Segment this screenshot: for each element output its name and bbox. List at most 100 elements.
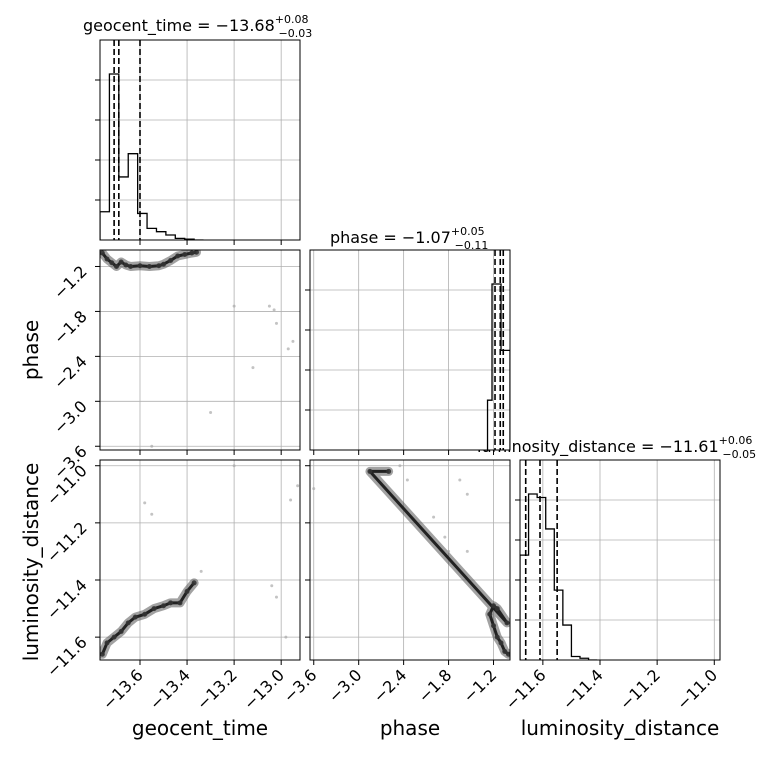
scatter-point	[118, 628, 124, 634]
x-tick-label: −1.8	[414, 665, 455, 706]
scatter-point	[487, 611, 493, 617]
scatter-point	[386, 468, 392, 474]
scatter-point	[184, 588, 190, 594]
y-tick-label: −1.8	[50, 307, 91, 348]
histogram-phase	[305, 249, 511, 455]
scatter-point	[123, 262, 129, 268]
x-tick-label: −13.4	[146, 665, 194, 713]
scatter-point	[161, 261, 167, 267]
x-tick-label: −13.0	[240, 665, 288, 713]
histogram-step	[520, 493, 598, 660]
scatter-point	[284, 635, 288, 639]
histogram-step	[100, 73, 204, 240]
scatter-point	[168, 257, 174, 263]
y-tick-label: −1.2	[50, 262, 91, 303]
scatter-point	[104, 256, 110, 262]
scatter-point	[128, 263, 134, 269]
panel-frame	[99, 249, 301, 451]
title-geocent-time: geocent_time = −13.68+0.08 −0.03	[83, 13, 312, 40]
x-tick-label: −3.6	[280, 665, 321, 706]
scatter-point	[491, 603, 497, 609]
histogram-step	[486, 283, 510, 450]
y-tick-label: −3.0	[50, 397, 91, 438]
panel-background	[100, 40, 300, 240]
scatter-point	[199, 569, 203, 573]
scatter-point	[274, 595, 278, 599]
panel-frame	[519, 459, 721, 661]
scatter-point	[182, 251, 188, 257]
scatter-point	[125, 620, 131, 626]
y-tick-label: −2.4	[50, 352, 91, 393]
y-tick-label: −11.2	[43, 518, 91, 566]
scatter-point	[143, 501, 147, 505]
scatter-point	[146, 263, 152, 269]
x-tick-label: −2.4	[370, 665, 411, 706]
panel-frame	[309, 459, 511, 661]
scatter-point	[398, 464, 402, 468]
scatter-point	[506, 651, 510, 657]
scatter-point	[367, 468, 373, 474]
histogram-geocent-time	[95, 39, 301, 245]
x-tick-label: −13.2	[193, 665, 241, 713]
scatter-point	[189, 250, 195, 256]
scatter-point	[232, 464, 236, 468]
scatter-point	[498, 640, 504, 646]
scatter-point	[209, 411, 213, 415]
scatter-point	[502, 648, 508, 654]
scatter-point	[191, 580, 197, 586]
scatter-point	[132, 614, 138, 620]
scatter-geocent-time-vs-luminosity-distance	[95, 459, 301, 665]
y-tick-label: −11.4	[43, 575, 91, 623]
scatter-point	[113, 263, 119, 269]
scatter-point	[272, 308, 276, 312]
panel-frame	[309, 249, 511, 451]
x-axis-title-luminosity-distance: luminosity_distance	[521, 716, 720, 740]
density-contour	[101, 250, 197, 268]
scatter-point	[142, 611, 148, 617]
scatter-point	[289, 498, 293, 502]
scatter-point	[150, 444, 154, 448]
scatter-point	[291, 339, 295, 343]
scatter-point	[137, 263, 143, 269]
panel-frame	[99, 39, 301, 241]
scatter-point	[156, 263, 162, 269]
y-axis-title-phase: phase	[19, 320, 43, 380]
scatter-point	[432, 515, 436, 519]
scatter-point	[150, 512, 154, 516]
panel-background	[520, 460, 720, 660]
x-axis-title-phase: phase	[380, 716, 440, 740]
x-tick-label: −1.2	[459, 665, 500, 706]
panel-content	[486, 250, 510, 450]
x-tick-labels-phase: −3.6 −3.0 −2.4 −1.8 −1.2	[280, 665, 501, 706]
x-tick-labels-luminosity-distance: −11.6 −11.4 −11.2 −11.0	[502, 665, 722, 713]
scatter-point	[270, 584, 274, 588]
y-tick-labels-luminosity-distance: −11.6−11.4−11.2−11.0	[43, 461, 91, 681]
scatter-point	[100, 651, 105, 657]
panel-content	[312, 464, 510, 659]
scatter-point	[465, 492, 469, 496]
x-tick-label: −11.0	[673, 665, 721, 713]
histogram-luminosity-distance	[515, 459, 721, 665]
scatter-point	[274, 321, 278, 325]
scatter-point	[458, 478, 462, 482]
scatter-point	[296, 484, 300, 488]
scatter-point	[494, 634, 500, 640]
scatter-point	[175, 253, 181, 259]
title-phase: phase = −1.07+0.05 −0.11	[330, 225, 488, 252]
scatter-point	[168, 600, 174, 606]
panel-background	[310, 460, 510, 660]
scatter-point	[118, 259, 124, 265]
scatter-point	[193, 250, 199, 255]
panel-content	[520, 460, 598, 660]
panel-background	[100, 460, 300, 660]
y-axis-title-luminosity-distance: luminosity_distance	[19, 463, 43, 662]
panel-background	[310, 250, 510, 450]
panel-content	[100, 250, 295, 448]
scatter-point	[312, 487, 316, 491]
scatter-point	[494, 606, 500, 612]
panel-content	[100, 40, 204, 240]
scatter-point	[443, 535, 447, 539]
scatter-point	[109, 260, 115, 266]
x-tick-label: −11.6	[502, 665, 550, 713]
scatter-point	[504, 620, 510, 626]
